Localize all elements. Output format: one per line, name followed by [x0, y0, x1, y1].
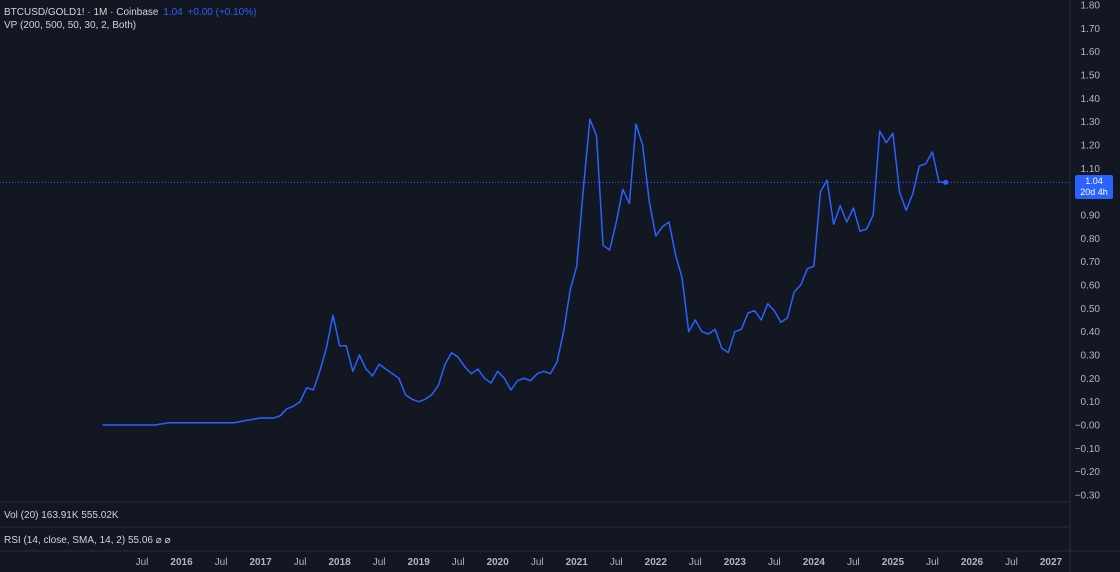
x-tick-label: 2024 [803, 557, 826, 568]
y-tick-label: 1.60 [1081, 47, 1101, 58]
series-layer [102, 118, 949, 426]
x-tick-label: Jul [689, 557, 702, 568]
rsi-legend[interactable]: RSI (14, close, SMA, 14, 2) 55.06 ⌀ ⌀ [4, 535, 171, 546]
x-tick-label: Jul [136, 557, 149, 568]
x-tick-label: Jul [294, 557, 307, 568]
y-tick-label: 0.60 [1081, 281, 1101, 292]
y-tick-label: 1.20 [1081, 141, 1101, 152]
rsi-symbols: ⌀ ⌀ [155, 535, 171, 546]
y-tick-label: 0.80 [1081, 234, 1101, 245]
x-tick-label: 2020 [487, 557, 510, 568]
x-tick-label: Jul [452, 557, 465, 568]
y-tick-label: 1.40 [1081, 94, 1101, 105]
x-tick-label: Jul [373, 557, 386, 568]
y-tick-label: 1.50 [1081, 71, 1101, 82]
y-tick-label: −0.20 [1075, 467, 1101, 478]
price-axis[interactable]: 1.80 1.70 1.60 1.50 1.40 1.30 1.20 1.10 0.90 0.80… [1075, 1, 1101, 502]
y-tick-label: −0.30 [1075, 491, 1101, 502]
volume-value-1: 163.91K [41, 510, 79, 521]
y-tick-label: 1.70 [1081, 24, 1101, 35]
y-tick-label: 0.90 [1081, 211, 1101, 222]
rsi-label: RSI (14, close, SMA, 14, 2) [4, 535, 126, 546]
rsi-value: 55.06 [127, 535, 153, 546]
volume-label: Vol (20) [4, 510, 39, 521]
y-tick-label: 1.80 [1081, 1, 1101, 12]
x-tick-label: Jul [926, 557, 939, 568]
last-value: 1.04 [163, 7, 183, 18]
x-tick-label: Jul [531, 557, 544, 568]
x-tick-label: 2023 [724, 557, 747, 568]
x-tick-label: Jul [1005, 557, 1018, 568]
vp-legend[interactable]: VP (200, 500, 50, 30, 2, Both) [4, 19, 138, 32]
time-axis[interactable]: Jul 2016 Jul 2017 Jul 2018 Jul 2019 Jul 2020 Jul 20… [136, 557, 1063, 568]
x-tick-label: 2016 [170, 557, 193, 568]
x-tick-label: 2018 [328, 557, 351, 568]
x-tick-label: 2021 [566, 557, 589, 568]
current-price-badge: 1.04 20d 4h [1075, 175, 1113, 199]
y-tick-label: −0.10 [1075, 444, 1101, 455]
symbol-title: BTCUSD/GOLD1! · 1M · Coinbase [4, 7, 159, 18]
x-tick-label: Jul [847, 557, 860, 568]
vp-indicator-label: VP (200, 500, 50, 30, 2, Both) [4, 20, 137, 31]
x-tick-label: 2022 [645, 557, 668, 568]
x-tick-label: 2025 [882, 557, 905, 568]
volume-legend[interactable]: Vol (20) 163.91K 555.02K [4, 510, 119, 521]
last-point-marker [943, 179, 949, 185]
y-tick-label: 0.70 [1081, 257, 1101, 268]
y-tick-label: 1.10 [1081, 164, 1101, 175]
change-value: +0.00 (+0.10%) [187, 7, 257, 18]
x-tick-label: 2026 [961, 557, 984, 568]
x-tick-label: Jul [215, 557, 228, 568]
series-line[interactable] [102, 118, 946, 426]
y-tick-label: 0.30 [1081, 351, 1101, 362]
y-tick-label: 0.20 [1081, 374, 1101, 385]
volume-value-2: 555.02K [81, 510, 119, 521]
x-tick-label: 2027 [1040, 557, 1063, 568]
x-tick-label: Jul [610, 557, 623, 568]
current-price-value: 1.04 [1085, 176, 1103, 186]
y-tick-label: −0.00 [1075, 421, 1101, 432]
bar-countdown: 20d 4h [1080, 187, 1108, 197]
y-tick-label: 1.30 [1081, 117, 1101, 128]
y-tick-label: 0.50 [1081, 304, 1101, 315]
x-tick-label: 2019 [408, 557, 431, 568]
y-tick-label: 0.10 [1081, 397, 1101, 408]
x-tick-label: 2017 [249, 557, 272, 568]
y-tick-label: 0.40 [1081, 327, 1101, 338]
x-tick-label: Jul [768, 557, 781, 568]
symbol-legend[interactable]: BTCUSD/GOLD1! · 1M · Coinbase 1.04 +0.00… [4, 6, 258, 19]
